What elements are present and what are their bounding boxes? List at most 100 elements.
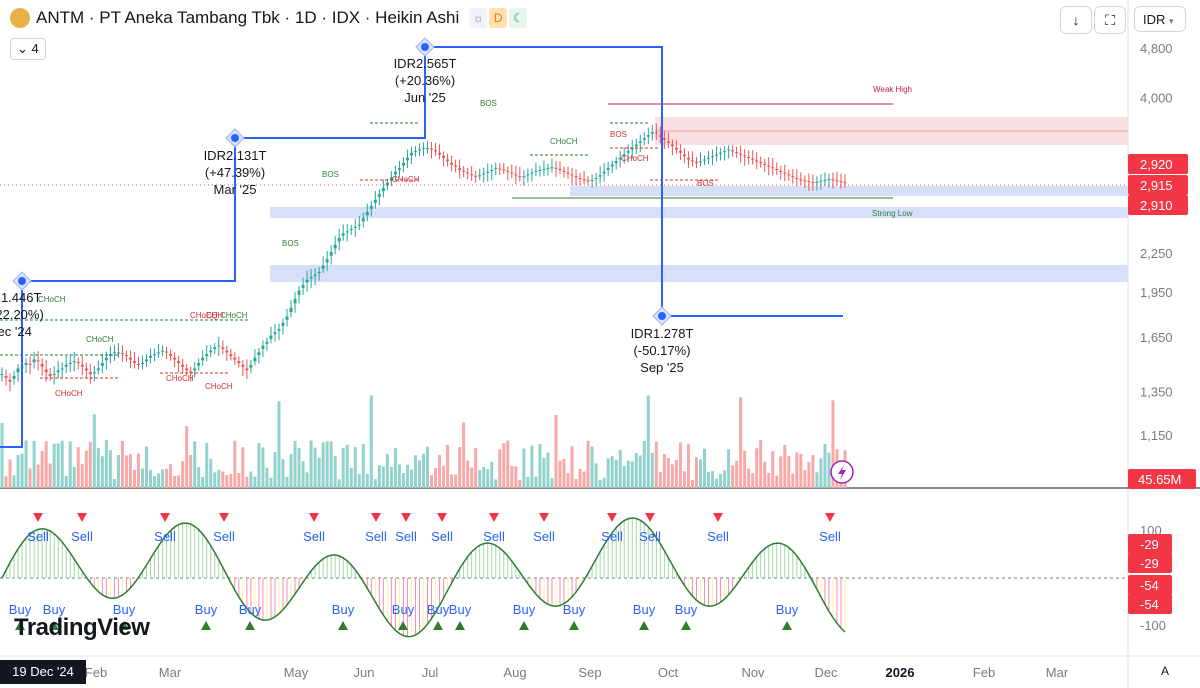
candle-body <box>446 159 450 162</box>
sell-marker-icon <box>401 513 411 522</box>
sell-marker-icon <box>219 513 229 522</box>
candle-body <box>803 180 807 182</box>
measure-label: IDR2.565T <box>394 56 457 71</box>
candle-body <box>181 364 185 367</box>
volume-bar <box>417 460 421 488</box>
volume-bar <box>377 465 381 488</box>
volume-bar <box>502 443 506 488</box>
volume-bar <box>739 397 743 488</box>
volume-bar <box>694 457 698 488</box>
osc-label: -29 <box>1140 556 1159 571</box>
candle-body <box>558 169 562 171</box>
volume-bar <box>177 475 181 488</box>
volume-bar <box>546 452 550 488</box>
measure-point <box>231 134 239 142</box>
volume-bar <box>719 474 723 488</box>
volume-bar <box>823 443 827 488</box>
volume-bar <box>570 446 574 488</box>
candle-body <box>678 151 682 153</box>
candle-body <box>285 316 289 320</box>
candle-body <box>594 178 598 180</box>
volume-bar <box>257 443 261 488</box>
header-bar: ANTM · PT Aneka Tambang Tbk · 1D · IDX ·… <box>0 0 1200 36</box>
indicators-toggle[interactable]: ⌄ 4 <box>10 38 46 60</box>
candle-body <box>698 161 702 163</box>
candle-body <box>570 174 574 176</box>
volume-bar <box>189 454 193 488</box>
volume-bar <box>498 449 502 488</box>
candle-body <box>345 231 349 233</box>
volume-bar <box>446 444 450 488</box>
volume-bar <box>795 452 799 488</box>
osc-badge <box>1128 553 1172 573</box>
volume-bar <box>482 467 486 488</box>
candle-body <box>799 179 803 181</box>
currency-select[interactable]: IDR ▾ <box>1134 6 1186 32</box>
candle-body <box>157 352 161 354</box>
volume-bar <box>723 470 727 488</box>
volume-bar <box>361 443 365 488</box>
volume-bar <box>618 449 622 488</box>
volume-bar <box>654 441 658 488</box>
candle-body <box>297 290 301 295</box>
volume-bar <box>510 466 514 488</box>
volume-bar <box>413 455 417 488</box>
candle-body <box>614 161 618 163</box>
volume-bars <box>0 395 847 488</box>
candle-body <box>434 150 438 152</box>
candle-body <box>494 168 498 170</box>
candle-body <box>747 156 751 158</box>
structure-lines: CHoCHCHoCHCHoCHCHoCHCHoCHCHoCHCHoCHCHoCH… <box>0 99 720 398</box>
measure-label: Jun '25 <box>404 90 446 105</box>
volume-bar <box>674 460 678 488</box>
candle-body <box>24 363 28 365</box>
candle-body <box>731 150 735 152</box>
download-button[interactable]: ↓ <box>1060 6 1092 34</box>
volume-bar <box>642 440 646 488</box>
candle-body <box>506 170 510 172</box>
structure-label: BOS <box>322 170 339 179</box>
candle-body <box>598 175 602 177</box>
candle-body <box>116 352 120 354</box>
candle-body <box>767 165 771 167</box>
time-tick-label: Oct <box>658 665 679 680</box>
volume-bar <box>173 475 177 488</box>
volume-bar <box>751 473 755 488</box>
candle-body <box>313 274 317 276</box>
volume-bar <box>217 469 221 488</box>
candle-body <box>80 364 84 367</box>
fullscreen-button[interactable]: ⛶ <box>1094 6 1126 34</box>
volume-bar <box>458 447 462 488</box>
candle-body <box>32 359 36 363</box>
symbol-title[interactable]: ANTM · PT Aneka Tambang Tbk · 1D · IDX ·… <box>36 8 460 27</box>
last-price-badge <box>1128 175 1188 195</box>
candle-body <box>430 148 434 150</box>
volume-bar <box>205 442 209 488</box>
candle-body <box>96 368 100 371</box>
measure-tool: IDR1.446T (+122.20%) Dec '24 IDR2.131T (+47.… <box>0 37 843 448</box>
symbol-logo-icon <box>10 8 30 28</box>
candle-body <box>217 345 221 347</box>
time-tick-label: Dec <box>814 665 838 680</box>
volume-bar <box>285 476 289 488</box>
candle-body <box>209 350 213 353</box>
candle-body <box>88 372 92 375</box>
volume-bar <box>12 475 16 488</box>
candle-body <box>273 332 277 334</box>
volume-bar <box>333 456 337 488</box>
volume-bar <box>52 443 56 488</box>
volume-bar <box>253 476 257 488</box>
session-pill[interactable]: ☼ D ☾ <box>469 8 528 28</box>
volume-bar <box>249 471 253 488</box>
volume-bar <box>743 450 747 488</box>
volume-bar <box>678 442 682 488</box>
auto-scale-button[interactable]: A <box>1160 664 1169 678</box>
volume-bar <box>369 395 373 488</box>
candle-body <box>381 188 385 192</box>
volume-bar <box>305 472 309 488</box>
volume-bar <box>646 395 650 488</box>
volume-bar <box>466 460 470 488</box>
buy-label: Buy <box>675 602 698 617</box>
